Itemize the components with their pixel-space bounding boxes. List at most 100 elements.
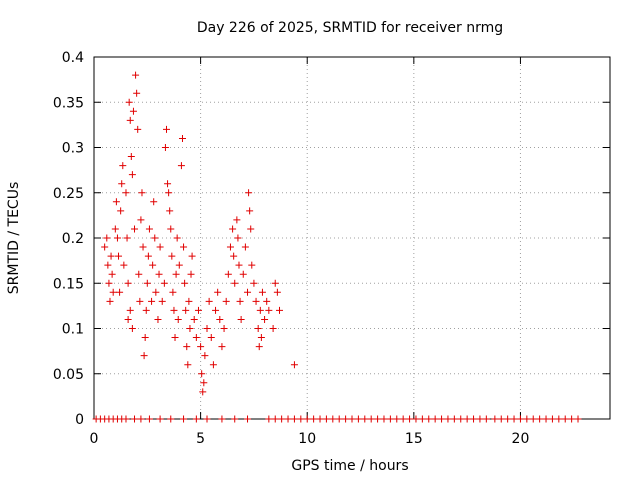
y-tick-label: 0.4 [62,50,84,66]
x-tick-label: 20 [512,431,530,447]
data-point [470,415,478,423]
data-point [476,415,484,423]
data-point [348,415,356,423]
data-point [438,415,446,423]
data-point [199,388,207,396]
data-point [115,252,123,260]
data-point [297,415,305,423]
data-point [418,415,426,423]
data-point [113,234,121,242]
y-tick-label: 0.15 [53,276,84,292]
data-point [386,415,394,423]
data-point [168,252,176,260]
data-point [256,306,264,314]
data-point [187,270,195,278]
data-point [393,415,401,423]
x-tick-label: 10 [298,431,316,447]
data-points [92,71,582,423]
data-point [123,234,131,242]
data-point [145,415,153,423]
data-point [231,279,239,287]
data-point [548,415,556,423]
chart-title: Day 226 of 2025, SRMTID for receiver nrm… [197,20,503,36]
data-point [258,288,266,296]
data-point [254,325,262,332]
data-point [192,415,200,423]
y-axis-label: SRMTID / TECUs [6,182,22,295]
data-point [234,234,242,242]
data-point [167,415,175,423]
data-point [273,288,281,296]
data-point [180,243,188,251]
data-point [263,297,271,305]
data-point [125,98,133,106]
data-point [145,225,153,233]
data-point [322,415,330,423]
data-point [105,279,113,287]
data-point [255,343,263,351]
data-point [231,415,239,423]
data-point [143,279,151,287]
data-point [235,261,243,269]
data-point [131,225,139,233]
data-point [119,162,127,170]
data-point [106,297,114,305]
data-point [248,261,256,269]
data-point [134,125,142,133]
data-point [212,306,220,314]
data-point [497,415,505,423]
data-point [126,306,134,314]
y-axis: 0 0.05 0.1 0.15 0.2 0.25 0.3 0.35 0.4 [53,50,610,428]
data-point [261,315,269,323]
data-point [278,415,286,423]
data-point [244,415,252,423]
data-point [257,334,265,342]
data-point [265,415,273,423]
data-point [122,415,130,423]
data-point [152,288,160,296]
data-point [516,415,524,423]
y-tick-label: 0 [75,412,84,428]
y-tick-label: 0.25 [53,186,84,202]
grid [94,57,610,419]
data-point [124,315,132,323]
data-point [171,334,179,342]
data-point [574,415,582,423]
data-point [491,415,499,423]
data-point [194,306,202,314]
data-point [230,252,238,260]
data-point [246,207,254,215]
data-point [120,261,128,269]
data-point [142,306,150,314]
data-point [188,252,196,260]
data-point [536,415,544,423]
data-point [303,415,311,423]
data-point [201,352,209,360]
data-point [216,315,224,323]
data-point [276,306,284,314]
data-point [117,207,125,215]
data-point [198,370,206,378]
data-point [241,243,249,251]
data-point [108,270,116,278]
data-point [200,379,208,387]
data-point [161,144,169,151]
data-point [190,315,198,323]
data-point [354,415,362,423]
data-point [172,270,180,278]
data-point [132,71,140,79]
data-point [183,343,191,351]
data-point [107,252,115,260]
data-point [137,216,145,224]
data-point [175,261,183,269]
y-tick-label: 0.2 [62,231,84,247]
data-point [290,415,298,423]
data-point [252,297,260,305]
y-tick-label: 0.05 [53,367,84,383]
data-point [127,153,135,161]
data-point [224,270,232,278]
data-point [310,415,318,423]
data-point [128,171,136,179]
data-point [329,415,337,423]
data-point [181,279,189,287]
